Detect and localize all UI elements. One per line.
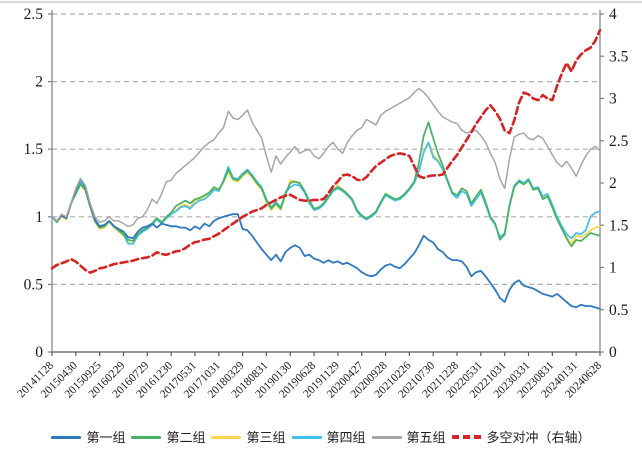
legend-label: 多空对冲（右轴） (486, 429, 591, 445)
series-line-1 (51, 177, 601, 310)
legend-line-swatch (211, 435, 242, 439)
legend-label: 第二组 (166, 429, 206, 445)
legend-item-6: 多空对冲（右轴） (451, 429, 591, 445)
right-axis-tick-label: 2 (609, 175, 617, 192)
legend-label: 第一组 (86, 429, 126, 445)
left-axis-tick-label: 1.5 (24, 141, 44, 158)
legend-label: 第四组 (326, 429, 366, 445)
right-axis-tick-label: 1 (609, 260, 617, 277)
series-line-5 (51, 87, 601, 228)
right-axis-tick-label: 1.5 (609, 217, 629, 234)
figure-top-border (0, 1, 642, 3)
right-axis-tick-label: 3 (609, 91, 617, 108)
left-axis-tick-label: 0 (35, 344, 43, 361)
legend-item-2: 第二组 (131, 431, 205, 444)
series-line-4 (51, 141, 601, 245)
series-line-2 (51, 121, 601, 248)
series-line-3 (51, 141, 601, 245)
left-axis-tick-label: 1 (35, 209, 43, 226)
right-axis-tick-label: 0 (609, 344, 617, 361)
legend-label: 第五组 (406, 429, 446, 445)
left-axis-tick-label: 0.5 (24, 276, 44, 293)
legend-label: 第三组 (246, 429, 286, 445)
right-axis-tick-label: 0.5 (609, 302, 629, 319)
right-axis-tick-label: 4 (609, 6, 617, 23)
chart-legend: 第一组 第二组 第三组 第四组 第五组 多空对冲（右轴） (0, 426, 642, 448)
right-axis-tick-label: 2.5 (609, 133, 629, 150)
legend-item-5: 第五组 (371, 429, 446, 445)
legend-item-1: 第一组 (51, 431, 125, 444)
legend-line-swatch (131, 435, 162, 439)
left-axis-tick-label: 2 (35, 74, 43, 91)
legend-line-swatch (51, 435, 82, 439)
legend-line-swatch (451, 435, 482, 439)
legend-line-swatch (291, 435, 322, 439)
right-axis-tick-label: 3.5 (609, 48, 629, 65)
legend-item-3: 第三组 (211, 429, 286, 445)
legend-line-swatch (371, 435, 402, 439)
legend-item-4: 第四组 (291, 429, 366, 445)
left-axis-tick-label: 2.5 (24, 6, 44, 23)
series-line-6 (50, 28, 602, 274)
